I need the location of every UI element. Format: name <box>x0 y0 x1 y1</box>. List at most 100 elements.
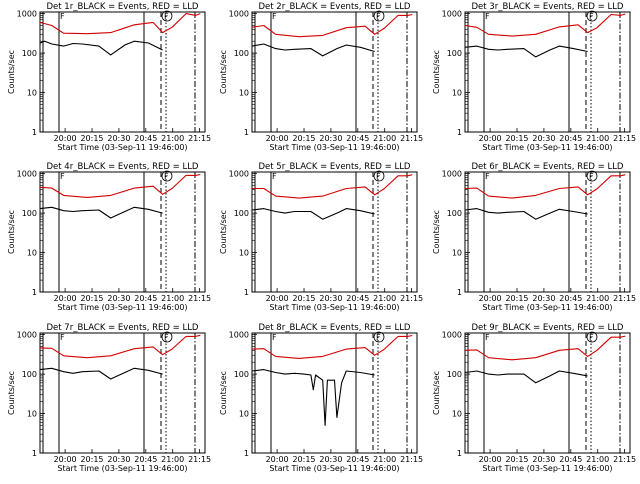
series-line-lld <box>464 13 626 37</box>
x-tick-label: 21:15 <box>613 455 636 464</box>
x-tick-label: 20:15 <box>292 294 315 303</box>
y-tick-label: 10 <box>239 89 249 98</box>
x-axis-label: Start Time (03-Sep-11 19:46:00) <box>57 303 187 312</box>
x-tick-label: 20:30 <box>532 294 555 303</box>
y-axis-label: Counts/sec <box>432 210 441 254</box>
panel-9: Det 9r_BLACK = Events, RED = LLD 1 10 100 10… <box>432 323 636 473</box>
plot-frame <box>39 171 206 293</box>
panel-5: Det 5r_BLACK = Events, RED = LLD 1 10 100 10… <box>219 162 423 312</box>
series-line-events <box>39 40 163 56</box>
x-tick-label: 20:00 <box>479 134 502 143</box>
plot-frame <box>464 171 631 293</box>
marker-flag-left: F <box>272 172 277 181</box>
marker-circle <box>161 170 173 182</box>
marker-circle <box>586 10 598 22</box>
y-tick-label: 1 <box>244 288 249 297</box>
x-axis-label: Start Time (03-Sep-11 19:46:00) <box>482 143 612 152</box>
series-line-events <box>39 206 163 219</box>
x-tick-label: 20:45 <box>346 134 369 143</box>
marker-flag-top: F <box>589 12 594 21</box>
x-tick-label: 20:15 <box>505 455 528 464</box>
x-axis-label: Start Time (03-Sep-11 19:46:00) <box>57 464 187 473</box>
panel-title: Det 5r_BLACK = Events, RED = LLD <box>259 162 411 172</box>
y-tick-label: 1 <box>32 128 37 137</box>
y-axis-label: Counts/sec <box>7 371 16 415</box>
x-tick-label: 20:00 <box>54 294 77 303</box>
x-tick-label: 20:15 <box>505 294 528 303</box>
x-tick-label: 20:45 <box>346 455 369 464</box>
marker-flag-left: F <box>485 333 490 342</box>
series-line-lld <box>251 334 413 359</box>
marker-flag-left: F <box>60 333 65 342</box>
x-tick-label: 20:15 <box>80 134 103 143</box>
marker-flag-top: F <box>589 172 594 181</box>
y-tick-label: 10 <box>452 249 462 258</box>
y-tick-label: 10 <box>239 249 249 258</box>
x-tick-label: 21:00 <box>586 455 609 464</box>
x-tick-label: 21:15 <box>188 134 211 143</box>
marker-flag-left: F <box>485 172 490 181</box>
x-tick-label: 20:00 <box>54 134 77 143</box>
marker-circle <box>161 331 173 343</box>
y-tick-label: 10 <box>239 410 249 419</box>
x-tick-label: 21:15 <box>400 294 423 303</box>
x-tick-label: 21:15 <box>613 134 636 143</box>
panel-title: Det 9r_BLACK = Events, RED = LLD <box>472 323 624 333</box>
y-tick-label: 100 <box>22 49 37 58</box>
marker-circle <box>373 10 385 22</box>
x-tick-label: 20:00 <box>479 455 502 464</box>
marker-flag-left: F <box>485 12 490 21</box>
x-tick-label: 20:30 <box>319 134 342 143</box>
y-axis-label: Counts/sec <box>219 210 228 254</box>
x-tick-label: 20:15 <box>80 455 103 464</box>
marker-flag-left: F <box>272 12 277 21</box>
panel-title: Det 4r_BLACK = Events, RED = LLD <box>47 162 199 172</box>
panel-title: Det 1r_BLACK = Events, RED = LLD <box>47 2 199 12</box>
marker-flag-left: F <box>60 12 65 21</box>
y-tick-label: 1 <box>244 128 249 137</box>
x-tick-label: 20:15 <box>505 134 528 143</box>
y-axis-label: Counts/sec <box>7 210 16 254</box>
series-line-events <box>464 370 588 384</box>
y-tick-label: 100 <box>234 49 249 58</box>
x-tick-label: 20:00 <box>266 294 289 303</box>
y-tick-label: 1 <box>457 288 462 297</box>
y-tick-label: 1 <box>457 449 462 458</box>
y-tick-label: 10 <box>27 89 37 98</box>
x-tick-label: 20:15 <box>80 294 103 303</box>
marker-circle <box>373 331 385 343</box>
y-tick-label: 1000 <box>17 170 37 179</box>
x-tick-label: 21:00 <box>586 294 609 303</box>
panel-2: Det 2r_BLACK = Events, RED = LLD 1 10 100 10… <box>219 2 423 152</box>
series-line-lld <box>39 173 201 198</box>
x-tick-label: 20:45 <box>559 134 582 143</box>
x-tick-label: 21:15 <box>188 455 211 464</box>
y-tick-label: 10 <box>452 89 462 98</box>
x-axis-label: Start Time (03-Sep-11 19:46:00) <box>269 464 399 473</box>
marker-flag-top: F <box>164 12 169 21</box>
x-tick-label: 21:15 <box>400 455 423 464</box>
panel-6: Det 6r_BLACK = Events, RED = LLD 1 10 100 10… <box>432 162 636 312</box>
y-tick-label: 100 <box>447 370 462 379</box>
x-tick-label: 20:00 <box>266 134 289 143</box>
marker-flag-top: F <box>164 172 169 181</box>
x-tick-label: 20:30 <box>319 455 342 464</box>
marker-flag-left: F <box>272 333 277 342</box>
x-tick-label: 20:45 <box>134 455 157 464</box>
x-tick-label: 21:00 <box>161 134 184 143</box>
marker-circle <box>586 331 598 343</box>
x-tick-label: 21:00 <box>373 455 396 464</box>
x-tick-label: 20:45 <box>346 294 369 303</box>
x-tick-label: 20:15 <box>292 134 315 143</box>
panel-3: Det 3r_BLACK = Events, RED = LLD 1 10 100 10… <box>432 2 636 152</box>
y-tick-label: 10 <box>452 410 462 419</box>
x-tick-label: 21:15 <box>188 294 211 303</box>
x-tick-label: 21:00 <box>586 134 609 143</box>
y-tick-label: 1 <box>32 449 37 458</box>
x-tick-label: 21:00 <box>373 294 396 303</box>
y-axis-label: Counts/sec <box>219 371 228 415</box>
y-tick-label: 1000 <box>442 170 462 179</box>
panel-8: Det 8r_BLACK = Events, RED = LLD 1 10 100 10… <box>219 323 423 473</box>
y-axis-label: Counts/sec <box>7 50 16 94</box>
